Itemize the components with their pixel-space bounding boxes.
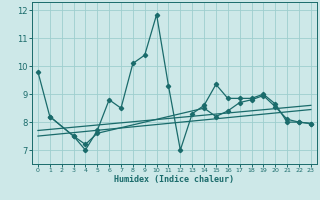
- X-axis label: Humidex (Indice chaleur): Humidex (Indice chaleur): [115, 175, 234, 184]
